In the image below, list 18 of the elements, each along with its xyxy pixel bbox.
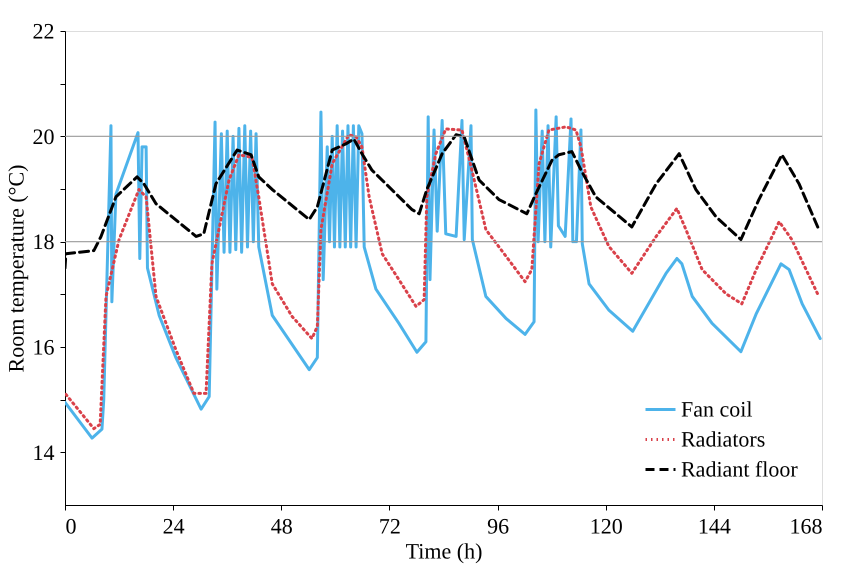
x-tick-label: 0: [66, 514, 76, 538]
y-tick-label: 14: [32, 440, 54, 465]
y-tick-label: 18: [32, 229, 54, 254]
x-tick-label: 96: [487, 514, 510, 538]
x-tick-label: 24: [162, 514, 185, 538]
x-axis-title: Time (h): [406, 538, 482, 564]
y-axis-title: Room temperature (°C): [4, 164, 28, 372]
legend-label: Radiant floor: [681, 456, 798, 482]
x-tick-label: 120: [590, 514, 623, 538]
x-tick-label: 144: [698, 514, 731, 538]
y-tick-label: 22: [32, 18, 54, 44]
y-tick-label: 16: [32, 334, 54, 360]
legend-label: Radiators: [681, 426, 766, 452]
x-tick-label: 168: [790, 514, 822, 538]
y-tick-label: 20: [32, 124, 54, 149]
x-tick-label: 48: [270, 514, 293, 538]
legend-label: Fan coil: [681, 396, 752, 422]
x-tick-label: 72: [378, 514, 401, 538]
